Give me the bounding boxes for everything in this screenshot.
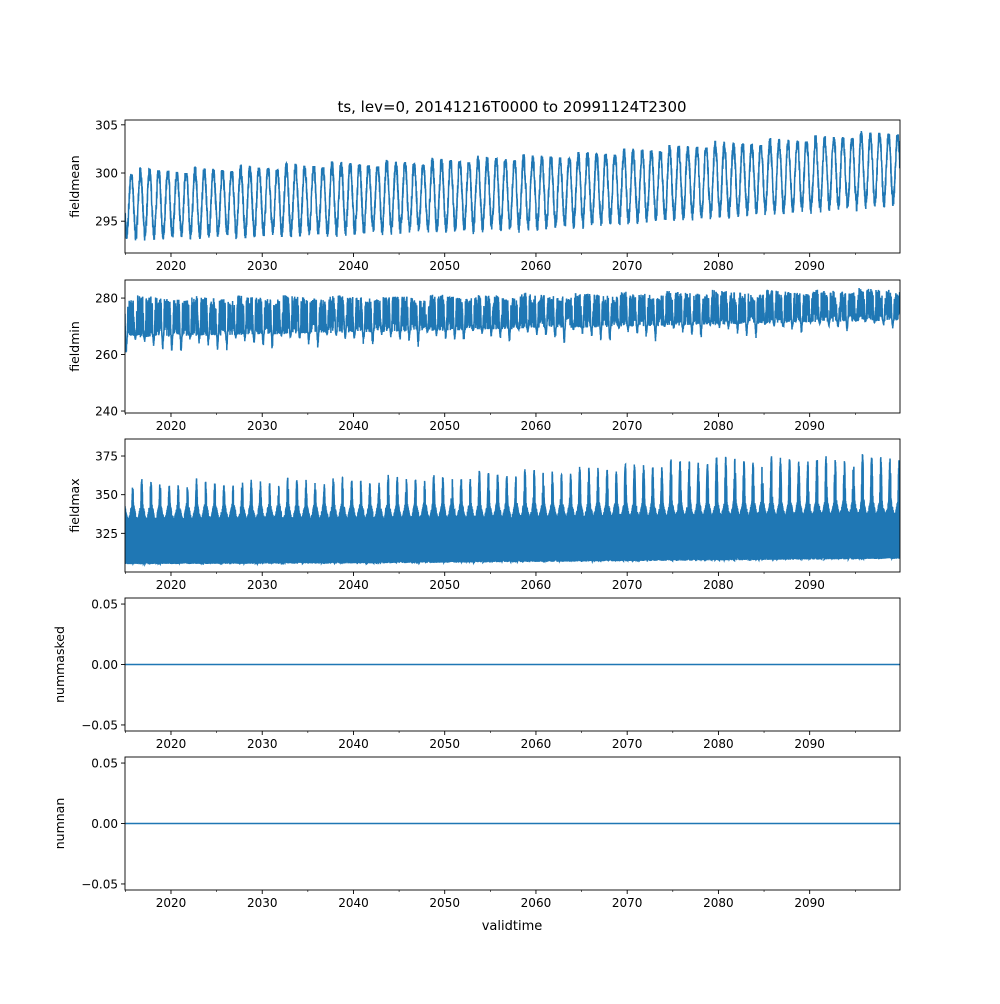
x-tick-label: 2050: [429, 737, 460, 751]
x-tick-label: 2090: [794, 259, 825, 273]
x-tick-label: 2060: [521, 896, 552, 910]
x-tick-label: 2040: [338, 737, 369, 751]
y-tick-label: 305: [95, 118, 118, 132]
x-tick-label: 2050: [429, 259, 460, 273]
y-tick-label: 350: [95, 488, 118, 502]
y-axis-label-fieldmean: fieldmean: [67, 155, 82, 217]
x-tick-label: 2070: [612, 259, 643, 273]
x-tick-label: 2090: [794, 578, 825, 592]
y-tick-label: 240: [95, 405, 118, 419]
x-tick-label: 2080: [703, 419, 734, 433]
x-tick-label: 2060: [521, 419, 552, 433]
y-tick-label: 280: [95, 292, 118, 306]
x-tick-label: 2020: [156, 896, 187, 910]
y-axis-label-fieldmin: fieldmin: [67, 321, 82, 372]
x-tick-label: 2080: [703, 737, 734, 751]
x-tick-label: 2080: [703, 259, 734, 273]
y-axis-label-numnan: numnan: [52, 798, 67, 850]
x-tick-label: 2030: [247, 578, 278, 592]
x-tick-label: 2080: [703, 578, 734, 592]
x-tick-label: 2020: [156, 578, 187, 592]
subplot-numnan: 2020 2030 2040 2050 2060 2070 2080 2090 −0.05 0.0…: [52, 757, 901, 910]
y-tick-label: 0.05: [91, 598, 118, 612]
series-line-fieldmax: [125, 454, 900, 568]
y-tick-label: −0.05: [81, 718, 118, 732]
axes-frame: [124, 119, 901, 254]
y-tick-label: 375: [95, 450, 118, 464]
x-tick-label: 2070: [612, 896, 643, 910]
x-tick-label: 2040: [338, 896, 369, 910]
x-tick-label: 2060: [521, 259, 552, 273]
y-tick-label: −0.05: [81, 877, 118, 891]
x-tick-label: 2090: [794, 896, 825, 910]
y-tick-label: 0.05: [91, 757, 118, 771]
x-tick-label: 2040: [338, 419, 369, 433]
x-axis-label: validtime: [482, 919, 543, 934]
y-axis-label-fieldmax: fieldmax: [67, 478, 82, 532]
x-tick-label: 2040: [338, 578, 369, 592]
y-axis-label-nummasked: nummasked: [52, 626, 67, 703]
y-tick-label: 300: [95, 167, 118, 181]
series-line-fieldmin: [125, 287, 900, 353]
x-tick-label: 2040: [338, 259, 369, 273]
y-tick-label: 260: [95, 348, 118, 362]
x-tick-label: 2060: [521, 578, 552, 592]
subplot-fieldmean: 2020 2030 2040 2050 2060 2070 2080 2090 295 300 30…: [67, 118, 901, 273]
subplot-fieldmax: 2020 2030 2040 2050 2060 2070 2080 2090 325 350 37…: [67, 438, 901, 592]
x-tick-label: 2070: [612, 419, 643, 433]
x-tick-label: 2050: [429, 896, 460, 910]
x-tick-label: 2030: [247, 419, 278, 433]
axes-frame: [124, 438, 901, 573]
axes-frame: [124, 279, 901, 414]
series-line-fieldmean: [125, 131, 900, 241]
x-tick-label: 2070: [612, 578, 643, 592]
x-tick-label: 2030: [247, 259, 278, 273]
y-tick-label: 325: [95, 527, 118, 541]
x-tick-label: 2070: [612, 737, 643, 751]
y-tick-label: 0.00: [91, 817, 118, 831]
x-tick-label: 2090: [794, 737, 825, 751]
chart-title: ts, lev=0, 20141216T0000 to 20991124T230…: [337, 98, 686, 116]
subplot-nummasked: 2020 2030 2040 2050 2060 2070 2080 2090 −0.05 0.0…: [52, 598, 901, 751]
x-tick-label: 2090: [794, 419, 825, 433]
x-tick-label: 2080: [703, 896, 734, 910]
subplot-fieldmin: 2020 2030 2040 2050 2060 2070 2080 2090 240 260 28…: [67, 279, 901, 433]
x-tick-label: 2050: [429, 419, 460, 433]
x-tick-label: 2050: [429, 578, 460, 592]
y-tick-label: 0.00: [91, 658, 118, 672]
x-tick-label: 2020: [156, 737, 187, 751]
x-tick-label: 2030: [247, 737, 278, 751]
y-tick-label: 295: [95, 215, 118, 229]
x-tick-label: 2030: [247, 896, 278, 910]
x-tick-label: 2060: [521, 737, 552, 751]
x-tick-label: 2020: [156, 419, 187, 433]
x-tick-label: 2020: [156, 259, 187, 273]
